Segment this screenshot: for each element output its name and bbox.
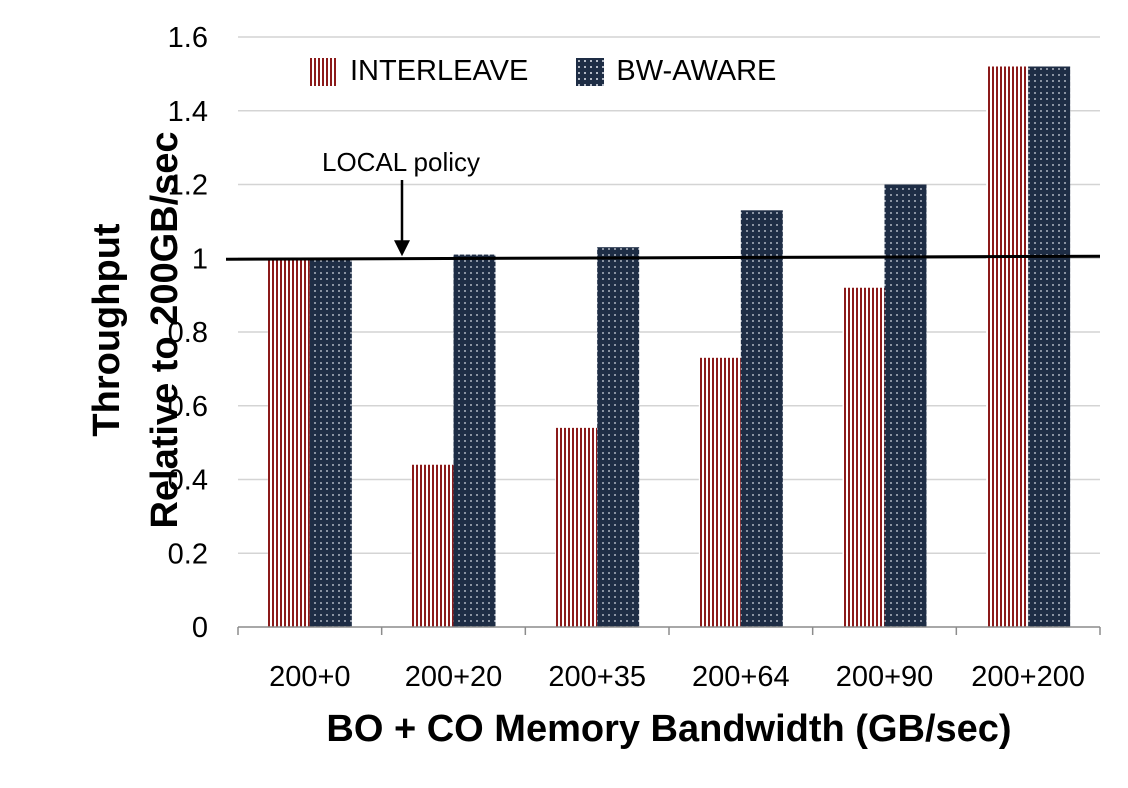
bar-interleave-200+0 [267,258,310,627]
x-tick-label: 200+35 [548,661,646,693]
y-tick-label: 1.2 [168,170,208,202]
y-tick-label: 1.4 [168,96,208,128]
y-axis-label-line-1: Throughput [86,223,128,437]
axes: 0 0.2 0.4 0.6 0.8 1 1.2 1.4 1.6 200+0 200+20 200+35… [168,22,1101,693]
y-tick-label: 0 [192,612,208,644]
bar-bw-aware-200+0 [309,258,352,627]
x-tick-label: 200+64 [692,661,790,693]
annotation-arrowhead [394,240,410,257]
bar-interleave-200+200 [986,66,1029,627]
bar-interleave-200+35 [555,427,598,627]
bar-bw-aware-200+200 [1028,66,1071,627]
reference-line [225,254,1101,261]
legend-label-bw-aware: BW-AWARE [616,55,777,87]
legend-swatch-bw-aware [576,57,605,86]
y-tick-label: 0.2 [168,538,208,570]
gridlines [238,36,1100,554]
legend-item-interleave: INTERLEAVE [310,55,528,88]
legend: INTERLEAVE BW-AWARE [310,55,810,88]
bar-interleave-200+20 [411,464,454,627]
reference-line-label: LOCAL policy [322,147,480,177]
bar-bw-aware-200+20 [453,254,496,627]
legend-swatch-interleave [310,57,338,86]
legend-label-interleave: INTERLEAVE [350,55,529,87]
bar-bw-aware-200+64 [740,210,783,627]
bar-bw-aware-200+90 [884,184,927,627]
x-axis-label: BO + CO Memory Bandwidth (GB/sec) [326,708,1012,750]
y-axis-label-line-2: Relative to 200GB/sec [144,131,186,529]
y-tick-label: 0.4 [168,465,208,497]
bar-bw-aware-200+35 [597,247,640,627]
bar-interleave-200+90 [842,287,885,627]
y-tick-label: 0.8 [168,317,208,349]
bars [267,66,1071,627]
bar-interleave-200+64 [698,357,741,627]
x-tick-label: 200+90 [836,661,934,693]
x-tick-label: 200+200 [971,661,1085,693]
reference-line-group [225,180,1101,261]
y-tick-label: 1 [192,243,208,275]
y-tick-label: 1.6 [168,22,208,54]
y-axis-label: Throughput Relative to 200GB/sec [78,131,194,528]
legend-item-bw-aware: BW-AWARE [576,55,776,88]
x-tick-label: 200+0 [269,661,350,693]
y-tick-label: 0.6 [168,391,208,423]
x-tick-label: 200+20 [405,661,503,693]
